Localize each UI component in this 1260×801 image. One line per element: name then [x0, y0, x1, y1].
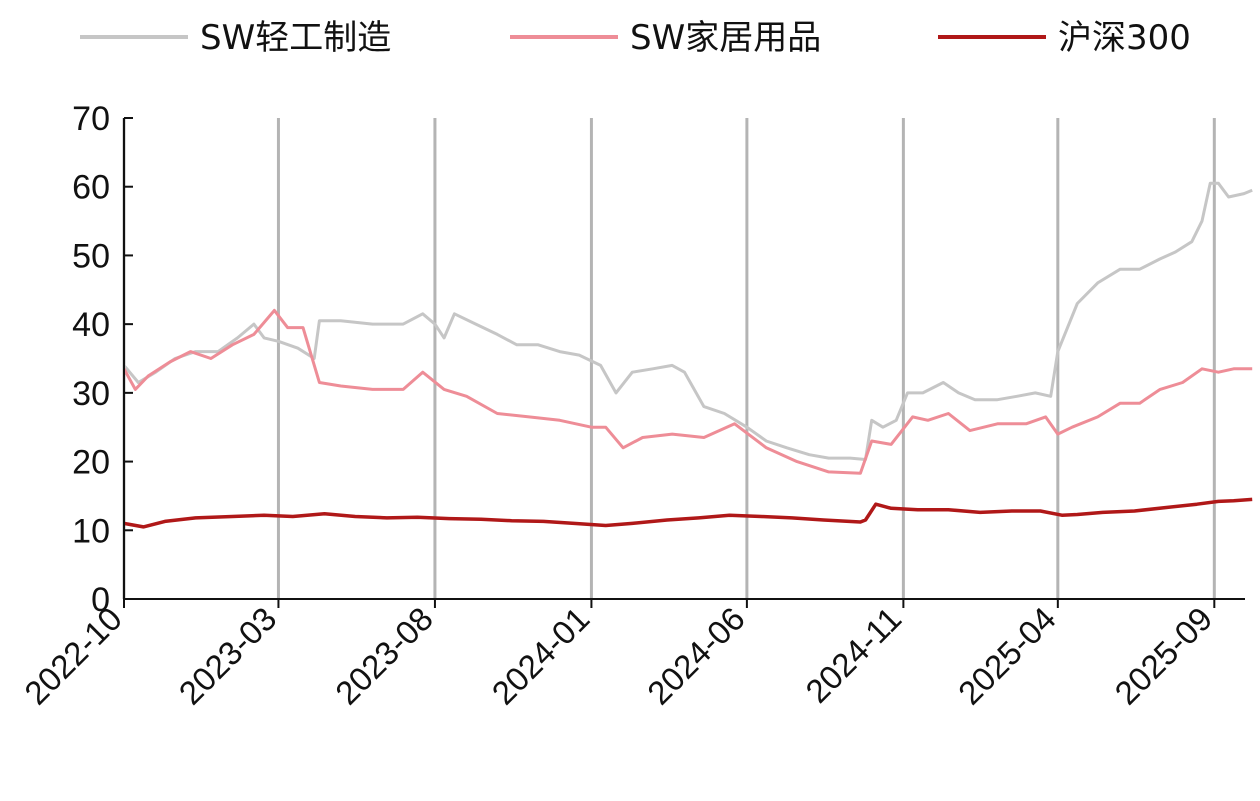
y-tick-label-20: 20 — [72, 444, 110, 482]
chart-axes — [123, 118, 1245, 600]
x-tick-label-2023-08: 2023-08 — [328, 600, 440, 712]
x-tick-label-2022-10: 2022-10 — [17, 600, 129, 712]
y-tick-label-40: 40 — [72, 306, 110, 344]
legend-label-light-industry: SW轻工制造 — [200, 18, 391, 58]
legend-label-home-furnishing: SW家居用品 — [630, 18, 821, 58]
x-tick-label-2024-06: 2024-06 — [640, 600, 752, 712]
x-tick-label-2025-09: 2025-09 — [1107, 600, 1219, 712]
y-tick-label-30: 30 — [72, 375, 110, 413]
vertical-gridlines — [122, 118, 1216, 599]
series-line-light-industry — [122, 181, 1253, 461]
y-tick-label-60: 60 — [72, 169, 110, 207]
x-axis-ticks: 2022-10 2023-03 2023-08 2024-01 2024-06 2024-… — [17, 599, 1219, 712]
y-tick-label-10: 10 — [72, 512, 110, 550]
series-line-hs300 — [123, 497, 1253, 529]
y-tick-label-50: 50 — [72, 237, 110, 275]
y-tick-label-0: 0 — [91, 581, 110, 619]
chart-legend: SW轻工制造 SW家居用品 沪深300 — [80, 18, 1191, 58]
x-tick-label-2023-03: 2023-03 — [172, 600, 284, 712]
x-tick-label-2024-11: 2024-11 — [798, 600, 908, 710]
y-tick-label-70: 70 — [72, 100, 110, 138]
x-tick-label-2025-04: 2025-04 — [951, 600, 1063, 712]
y-axis-ticks: 0 10 20 30 40 50 60 70 — [72, 100, 133, 619]
legend-label-hs300: 沪深300 — [1058, 18, 1191, 58]
x-tick-label-2024-01: 2024-01 — [485, 600, 597, 712]
series-lines — [122, 181, 1253, 529]
series-line-home-furnishing — [122, 308, 1253, 475]
